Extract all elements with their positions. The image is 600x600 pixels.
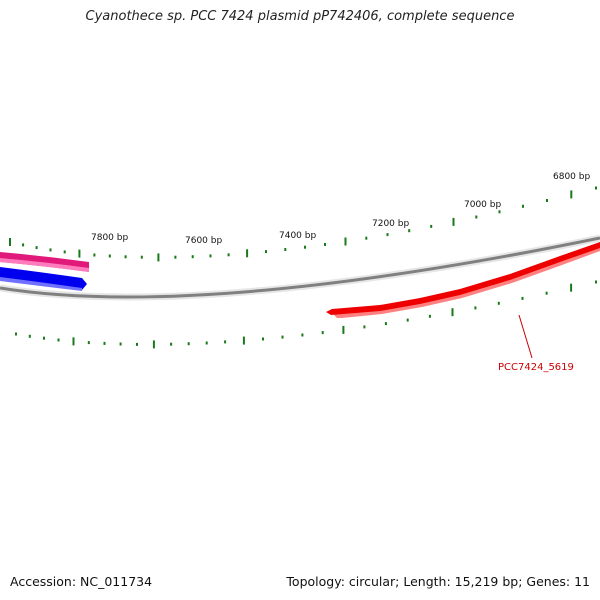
ruler-label-7400: 7400 bp [279,231,316,241]
inner-ruler-minor-tick [406,318,409,322]
map-title: Cyanothece sp. PCC 7424 plasmid pP742406… [85,9,515,24]
outer-ruler-major-tick [344,237,347,246]
outer-ruler-minor-tick [63,250,66,254]
inner-ruler-major-tick [570,283,573,292]
outer-ruler-minor-tick [595,186,597,190]
gene-arrow-blue-shade [0,277,82,291]
outer-ruler-ticks [9,186,597,262]
gene-label-pcc7424-5619[interactable]: PCC7424_5619 [498,362,574,373]
outer-ruler-major-tick [157,253,160,262]
outer-ruler-minor-tick [227,253,230,257]
outer-ruler-minor-tick [546,199,548,202]
outer-ruler-minor-tick [49,248,52,252]
inner-ruler-minor-tick [205,341,208,345]
inner-ruler-minor-tick [474,306,477,310]
outer-ruler-minor-tick [522,204,524,208]
inner-ruler-major-tick [152,340,155,349]
outer-ruler-minor-tick [265,250,267,254]
outer-ruler-minor-tick [209,254,212,258]
outer-ruler-major-tick [570,190,573,199]
outer-ruler-minor-tick [140,255,143,259]
inner-ruler-major-tick [342,325,345,334]
inner-ruler-minor-tick [224,340,227,344]
ruler-label-7200: 7200 bp [372,219,409,229]
ruler-label-7000: 7000 bp [464,200,501,210]
inner-ruler-minor-tick [281,335,284,339]
inner-ruler-minor-tick [57,338,60,342]
outer-ruler-major-tick [452,217,455,226]
outer-ruler-major-tick [78,249,81,258]
outer-ruler-minor-tick [324,243,326,246]
outer-ruler-minor-tick [475,215,478,219]
inner-ruler-minor-tick [262,337,264,341]
inner-ruler-ticks [15,280,597,349]
outer-ruler-minor-tick [284,248,287,251]
inner-ruler-minor-tick [136,342,138,346]
gene-label-leader [518,314,533,359]
topology-summary-text: Topology: circular; Length: 15,219 bp; G… [286,574,590,589]
inner-ruler-minor-tick [28,334,31,338]
outer-ruler-minor-tick [93,253,96,257]
ruler-label-7800: 7800 bp [91,233,128,243]
ruler-label-6800: 6800 bp [553,172,590,182]
inner-ruler-major-tick [242,336,245,345]
outer-ruler-minor-tick [35,246,38,250]
inner-ruler-minor-tick [321,331,324,335]
outer-ruler-minor-tick [365,236,368,240]
outer-ruler-minor-tick [174,255,177,259]
ruler-label-7600: 7600 bp [185,236,222,246]
inner-ruler-minor-tick [170,342,173,346]
inner-ruler-minor-tick [187,342,190,346]
gene-arrow-blue[interactable] [0,267,87,291]
outer-ruler-minor-tick [498,210,501,214]
inner-ruler-minor-tick [119,342,122,346]
plasmid-backbone-line [0,236,600,299]
outer-ruler-minor-tick [191,255,194,259]
outer-ruler-minor-tick [124,255,127,259]
accession-text: Accession: NC_011734 [10,574,153,589]
gene-arrow-red-body [326,242,600,315]
outer-ruler-minor-tick [386,233,389,237]
gene-arrow-magenta[interactable] [0,252,89,272]
outer-ruler-minor-tick [304,245,306,249]
outer-ruler-minor-tick [408,229,411,233]
outer-ruler-minor-tick [108,254,111,258]
gene-arrow-magenta-shade [0,258,89,272]
inner-ruler-minor-tick [43,336,45,340]
inner-ruler-minor-tick [595,280,597,284]
inner-ruler-minor-tick [497,301,500,305]
inner-ruler-minor-tick [545,291,548,295]
outer-ruler-minor-tick [430,224,433,228]
inner-ruler-minor-tick [87,341,90,345]
inner-ruler-minor-tick [384,322,387,326]
outer-ruler-major-tick [246,249,249,258]
inner-ruler-minor-tick [363,325,366,329]
inner-ruler-minor-tick [103,341,106,345]
inner-ruler-major-tick [72,337,75,346]
inner-ruler-major-tick [451,308,454,317]
inner-ruler-minor-tick [428,314,431,318]
outer-ruler-major-tick [9,238,11,246]
inner-ruler-minor-tick [15,332,17,336]
gene-arrow-red[interactable] [326,242,600,318]
outer-ruler-minor-tick [22,243,25,247]
inner-ruler-minor-tick [301,333,304,337]
inner-ruler-minor-tick [521,296,524,300]
gene-arrow-blue-body [0,267,87,290]
